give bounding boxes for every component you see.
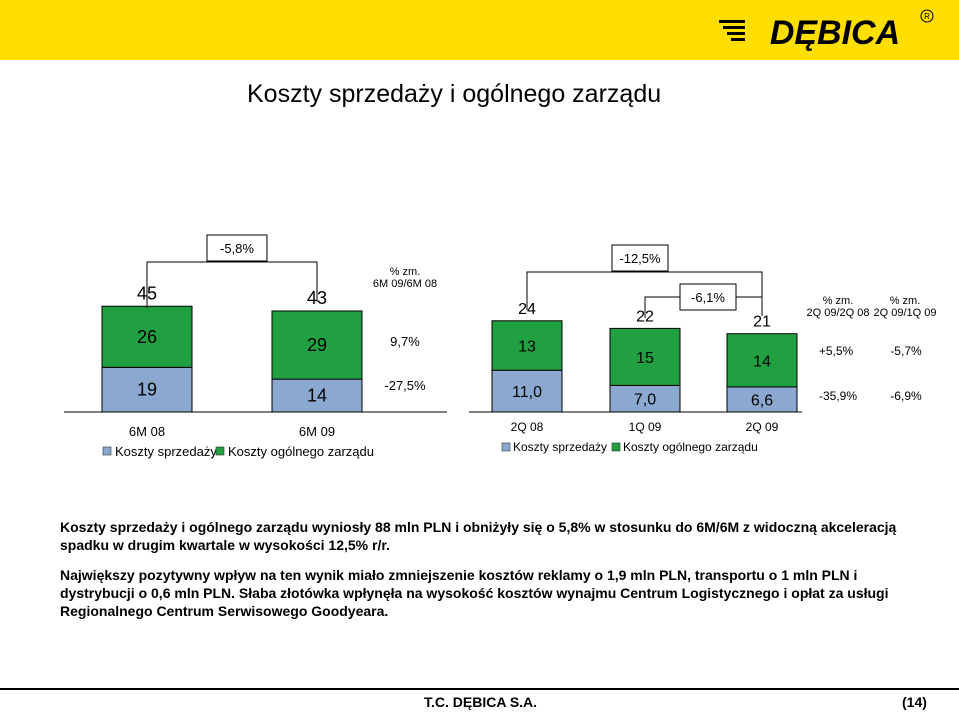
- legend-swatch-admin: [215, 446, 225, 456]
- bar-admin: [491, 320, 563, 371]
- legend-label: Koszty sprzedaży: [115, 444, 217, 459]
- data-label: 14: [753, 353, 771, 370]
- legend-label: Koszty ogólnego zarządu: [228, 444, 374, 459]
- change-header: 6M 09/6M 08: [373, 278, 437, 290]
- page-number: (14): [902, 694, 927, 710]
- legend-swatch-sales: [501, 442, 511, 452]
- tick-label: 1Q 09: [629, 420, 662, 434]
- tick-label: 6M 09: [299, 424, 335, 439]
- paragraph: Koszty sprzedaży i ogólnego zarządu wyni…: [60, 519, 897, 553]
- change-total-label: -5,8%: [220, 241, 254, 256]
- bar-sales: [271, 378, 363, 413]
- bar-sales: [726, 386, 798, 413]
- data-label: 6,6: [751, 392, 773, 409]
- debica-logo: DĘBICA R: [719, 9, 934, 52]
- legend-swatch-admin: [611, 442, 621, 452]
- change-1q-label: -6,1%: [691, 290, 725, 305]
- tick-label: 2Q 09: [746, 420, 779, 434]
- data-label: 11,0: [512, 384, 542, 401]
- change-2q-label: -12,5%: [619, 251, 661, 266]
- commentary: Koszty sprzedaży i ogólnego zarządu wyni…: [60, 518, 910, 632]
- data-label: 26: [137, 327, 157, 347]
- top-banner: DĘBICA R: [0, 0, 959, 60]
- change-admin-label: 9,7%: [390, 334, 420, 349]
- change-sales-label: -27,5%: [384, 378, 426, 393]
- change-admin-label: -5,7%: [890, 344, 922, 358]
- change-header: % zm.: [390, 266, 421, 278]
- bar-sales: [491, 369, 563, 413]
- logo-wordmark: DĘBICA: [770, 14, 900, 52]
- footer-company: T.C. DĘBICA S.A.: [424, 694, 538, 710]
- tick-label: 6M 08: [129, 424, 165, 439]
- change-sales-label: -35,9%: [819, 389, 857, 403]
- change-header: % zm.: [823, 295, 854, 307]
- data-label: 19: [137, 380, 157, 400]
- change-bracket: [526, 271, 763, 310]
- change-box: [206, 234, 268, 262]
- change-header: 2Q 09/2Q 08: [807, 307, 870, 319]
- bar-admin: [271, 310, 363, 380]
- legend-swatch-sales: [102, 446, 112, 456]
- data-label: 14: [307, 386, 327, 406]
- data-label: 15: [636, 350, 654, 367]
- paragraph: Największy pozytywny wpływ na ten wynik …: [60, 567, 889, 619]
- change-sales-label: -6,9%: [890, 389, 922, 403]
- data-label: 7,0: [634, 392, 656, 409]
- tick-label: 2Q 08: [511, 420, 544, 434]
- svg-text:R: R: [924, 12, 930, 21]
- change-box: [611, 244, 669, 272]
- bar-admin: [101, 305, 193, 368]
- bar-admin: [726, 333, 798, 388]
- data-label: 13: [518, 339, 536, 356]
- bar-admin: [609, 327, 681, 386]
- total-label: 21: [753, 314, 771, 331]
- footer-divider: [0, 688, 959, 690]
- change-admin-label: +5,5%: [819, 344, 854, 358]
- change-bracket: [146, 261, 318, 308]
- change-box: [679, 283, 737, 311]
- legend-label: Koszty ogólnego zarządu: [623, 440, 758, 454]
- change-header: % zm.: [890, 295, 921, 307]
- change-header: 2Q 09/1Q 09: [874, 307, 937, 319]
- bar-sales: [101, 366, 193, 413]
- data-label: 29: [307, 335, 327, 355]
- page-title: Koszty sprzedaży i ogólnego zarządu: [247, 80, 662, 108]
- legend-label: Koszty sprzedaży: [513, 440, 607, 454]
